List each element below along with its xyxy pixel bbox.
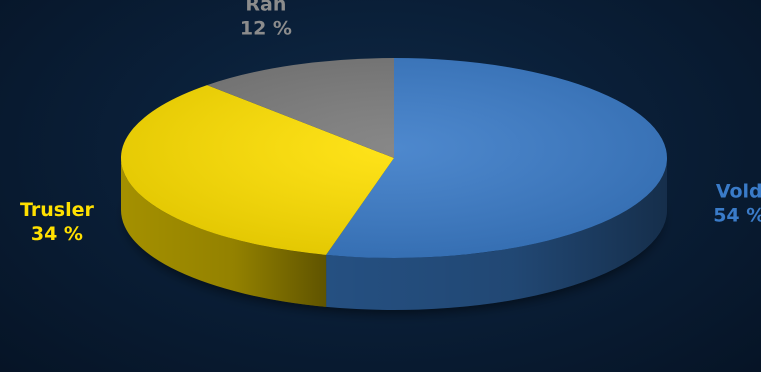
slice-value-trusler: 34 % [31, 223, 83, 245]
slice-value-vold: 54 % [713, 205, 761, 227]
pie-top-highlight [121, 58, 667, 258]
slice-label-trusler: Trusler [20, 199, 94, 221]
slice-side-shading-trusler [121, 158, 327, 307]
slice-label-vold: Vold [716, 181, 761, 203]
slice-value-ran: 12 % [240, 18, 292, 40]
slice-label-ran: Ran [245, 0, 286, 16]
slice-side-shading-vold [326, 158, 667, 310]
